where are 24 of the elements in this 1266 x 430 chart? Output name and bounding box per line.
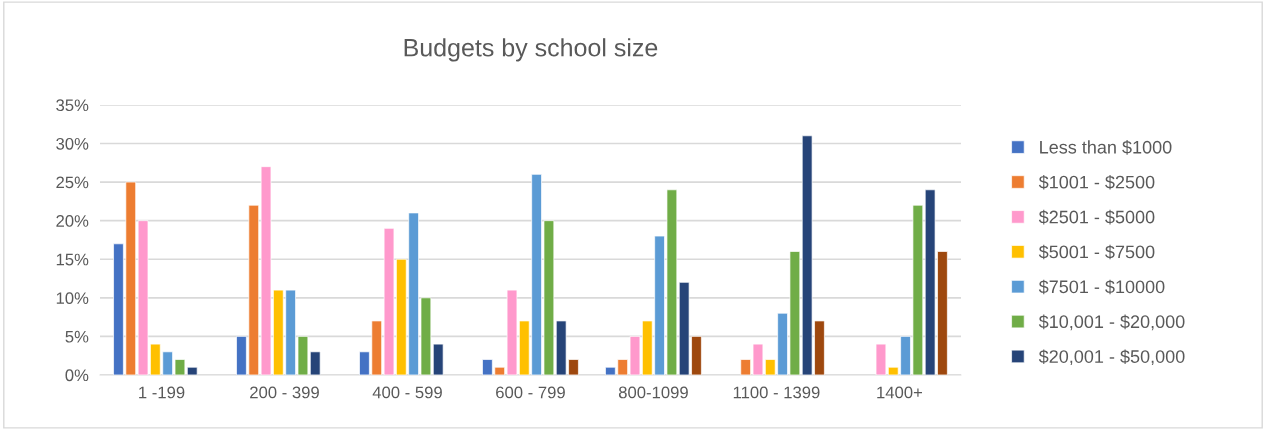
y-tick-label: 10% bbox=[56, 292, 89, 305]
chart-title: Budgets by school size bbox=[404, 38, 658, 62]
bar bbox=[432, 343, 444, 375]
x-tick-label: 1100 - 1399 bbox=[733, 386, 820, 399]
x-tick-label: 1 -199 bbox=[139, 386, 185, 399]
legend-label: $7501 - $10000 bbox=[1038, 279, 1165, 295]
x-tick-label: 1400+ bbox=[877, 386, 922, 399]
y-tick-label: 5% bbox=[65, 330, 89, 343]
y-tick-label: 20% bbox=[56, 215, 89, 227]
x-tick-label: 400 - 599 bbox=[372, 386, 442, 399]
y-tick-label: 15% bbox=[56, 253, 89, 266]
y-tick-label: 30% bbox=[56, 137, 89, 150]
y-tick-label: 35% bbox=[56, 99, 89, 112]
legend-label: $2501 - $5000 bbox=[1038, 209, 1155, 225]
legend-label: $5001 - $7500 bbox=[1038, 244, 1155, 260]
x-tick-label: 800-1099 bbox=[618, 386, 688, 399]
y-tick-label: 25% bbox=[56, 176, 89, 189]
x-tick-label: 200 - 399 bbox=[250, 386, 319, 399]
legend-label: $1001 - $2500 bbox=[1038, 174, 1155, 190]
x-tick-label: 600 - 799 bbox=[496, 386, 565, 399]
legend-label: $20,001 - $50,000 bbox=[1038, 349, 1185, 366]
y-tick-label: 0% bbox=[65, 369, 89, 382]
legend-label: $10,001 - $20,000 bbox=[1038, 314, 1185, 331]
legend-label: Less than $1000 bbox=[1040, 140, 1172, 155]
